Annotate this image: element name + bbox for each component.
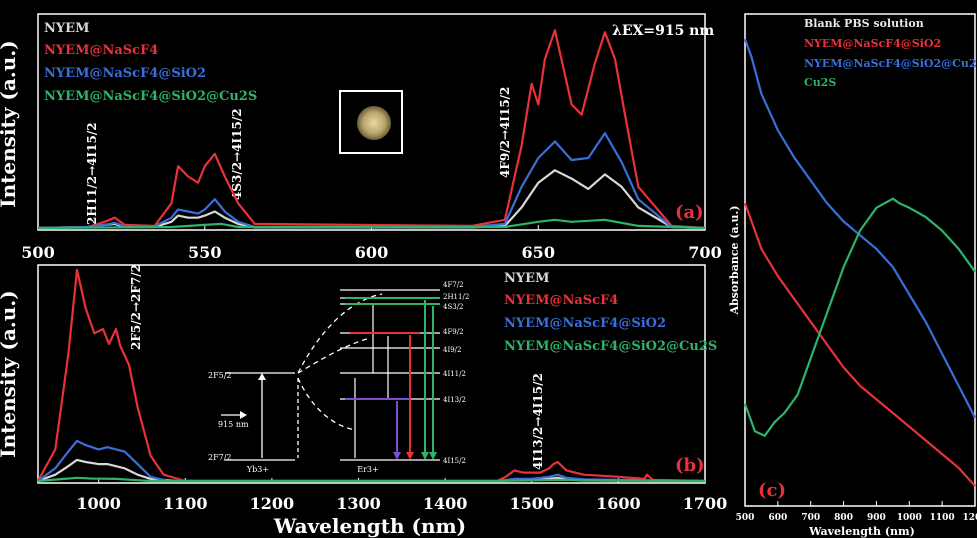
xtick-label-b-5: 1500 — [509, 494, 554, 513]
panel-a-label: (a) — [675, 202, 704, 223]
emission-1530-head — [393, 452, 401, 460]
panel-c-ylabel: Absorbance (a.u.) — [728, 205, 741, 315]
xtick-label-b-6: 1600 — [596, 494, 641, 513]
legend-b-nyem: NYEM — [504, 271, 549, 286]
panel-b-label: (b) — [675, 455, 705, 476]
xtick-label-c-3: 800 — [834, 513, 853, 523]
xtick-label-a-1: 550 — [188, 243, 221, 262]
xtick-label-b-2: 1200 — [250, 494, 295, 513]
pump-label: 915 nm — [218, 420, 249, 429]
yb-level-label-upper: 2F5/2 — [208, 371, 232, 380]
legend-c-blank: Blank PBS solution — [804, 17, 924, 30]
xtick-label-c-4: 900 — [867, 513, 886, 523]
panel-b-xticks: 1000 1100 1200 1300 1400 1500 1600 1700 — [76, 478, 727, 513]
xtick-label-c-6: 1100 — [930, 513, 955, 523]
luminescence-glow — [357, 106, 391, 140]
xtick-label-b-7: 1700 — [683, 494, 728, 513]
panel-a-excitation: λEX=915 nm — [612, 23, 714, 39]
pump-arrowhead — [240, 411, 247, 419]
series-line-c-1 — [743, 202, 976, 487]
xtick-label-b-3: 1300 — [336, 494, 381, 513]
curves-layer — [37, 29, 976, 487]
panel-c-xlabel: Wavelength (nm) — [808, 525, 915, 538]
panel-a-annotation-3: 4F9/2→4I15/2 — [498, 87, 512, 178]
xtick-label-c-2: 700 — [801, 513, 820, 523]
series-line-b-2 — [37, 439, 706, 483]
luminescence-photo-inset — [339, 90, 403, 154]
series-line-a-3 — [37, 218, 706, 230]
er-label-4F7: 4F7/2 — [443, 281, 464, 289]
panel-b-annotation-1: 2F5/2→2F7/2 — [129, 264, 143, 350]
legend-a-nyem: NYEM — [44, 21, 89, 36]
legend-a-cu2s: NYEM@NaScF4@SiO2@Cu2S — [44, 89, 257, 104]
er-label-4I13: 4I13/2 — [443, 396, 466, 404]
er-label-4F9: 4F9/2 — [443, 328, 464, 336]
legend-b-cu2s: NYEM@NaScF4@SiO2@Cu2S — [504, 339, 717, 354]
et-curve-2 — [297, 337, 371, 374]
energy-level-diagram: 2F5/2 2F7/2 Yb3+ 915 nm 4F7/2 2H11/2 4S3… — [208, 281, 469, 474]
xtick-label-b-4: 1400 — [423, 494, 468, 513]
er-ion-label: Er3+ — [357, 465, 378, 474]
yb-level-label-ground: 2F7/2 — [208, 453, 232, 462]
er-label-2H11: 2H11/2 — [443, 293, 469, 301]
panel-b-frame — [37, 264, 706, 484]
xtick-label-c-0: 500 — [736, 513, 755, 523]
panel-b-xlabel: Wavelength (nm) — [273, 514, 466, 538]
er-label-4I9: 4I9/2 — [443, 346, 461, 354]
xtick-label-b-0: 1000 — [76, 494, 121, 513]
xtick-label-a-3: 650 — [522, 243, 555, 262]
legend-c-cu2s-composite: NYEM@NaScF4@SiO2@Cu2S — [804, 57, 977, 70]
series-line-b-3 — [37, 476, 706, 483]
er-label-4S3: 4S3/2 — [443, 303, 464, 311]
emission-545-head — [429, 452, 437, 460]
panel-a-xticks: 500 550 600 650 700 — [21, 225, 722, 262]
legend-b-sio2: NYEM@NaScF4@SiO2 — [504, 316, 666, 331]
legend-b-nascf4: NYEM@NaScF4 — [504, 293, 618, 308]
panel-a-ylabel: Intensity (a.u.) — [0, 40, 20, 207]
panel-a-annotation-2: 4S3/2→4I15/2 — [230, 108, 244, 200]
legend-a-nascf4: NYEM@NaScF4 — [44, 43, 158, 58]
series-line-c-3 — [743, 197, 976, 437]
legend-a-sio2: NYEM@NaScF4@SiO2 — [44, 66, 206, 81]
xtick-label-a-0: 500 — [21, 243, 54, 262]
panel-b-annotation-2: 4I13/2→4I15/2 — [531, 373, 545, 470]
xtick-label-a-2: 600 — [355, 243, 388, 262]
emission-525-head — [421, 452, 429, 460]
xtick-label-c-5: 1000 — [897, 513, 922, 523]
er-label-4I15: 4I15/2 — [443, 457, 466, 465]
et-curve-3 — [297, 377, 356, 431]
panel-c-label: (c) — [758, 480, 786, 501]
er-label-4I11: 4I11/2 — [443, 370, 466, 378]
yb-arrowhead — [258, 373, 266, 380]
et-curve-1 — [297, 293, 383, 374]
panel-b-ylabel: Intensity (a.u.) — [0, 290, 20, 457]
legend-c-cu2s: Cu2S — [804, 76, 836, 89]
series-line-c-2 — [743, 38, 976, 419]
yb-ion-label: Yb3+ — [246, 465, 269, 474]
xtick-label-c-1: 600 — [768, 513, 787, 523]
legend-c-sio2: NYEM@NaScF4@SiO2 — [804, 37, 941, 50]
panel-c-xticks: 500 600 700 800 900 1000 1100 1200 — [736, 501, 977, 523]
emission-660-head — [406, 452, 414, 460]
panel-b-legend: NYEM NYEM@NaScF4 NYEM@NaScF4@SiO2 NYEM@N… — [504, 271, 717, 354]
xtick-label-a-4: 700 — [688, 243, 721, 262]
panel-a-legend: NYEM NYEM@NaScF4 NYEM@NaScF4@SiO2 NYEM@N… — [44, 21, 257, 104]
xtick-label-b-1: 1100 — [163, 494, 208, 513]
panel-a-annotation-1: 2H11/2→4I15/2 — [85, 122, 99, 225]
panel-c-frame — [744, 13, 976, 507]
xtick-label-c-7: 1200 — [962, 513, 977, 523]
panel-c-legend: Blank PBS solution NYEM@NaScF4@SiO2 NYEM… — [804, 17, 977, 89]
